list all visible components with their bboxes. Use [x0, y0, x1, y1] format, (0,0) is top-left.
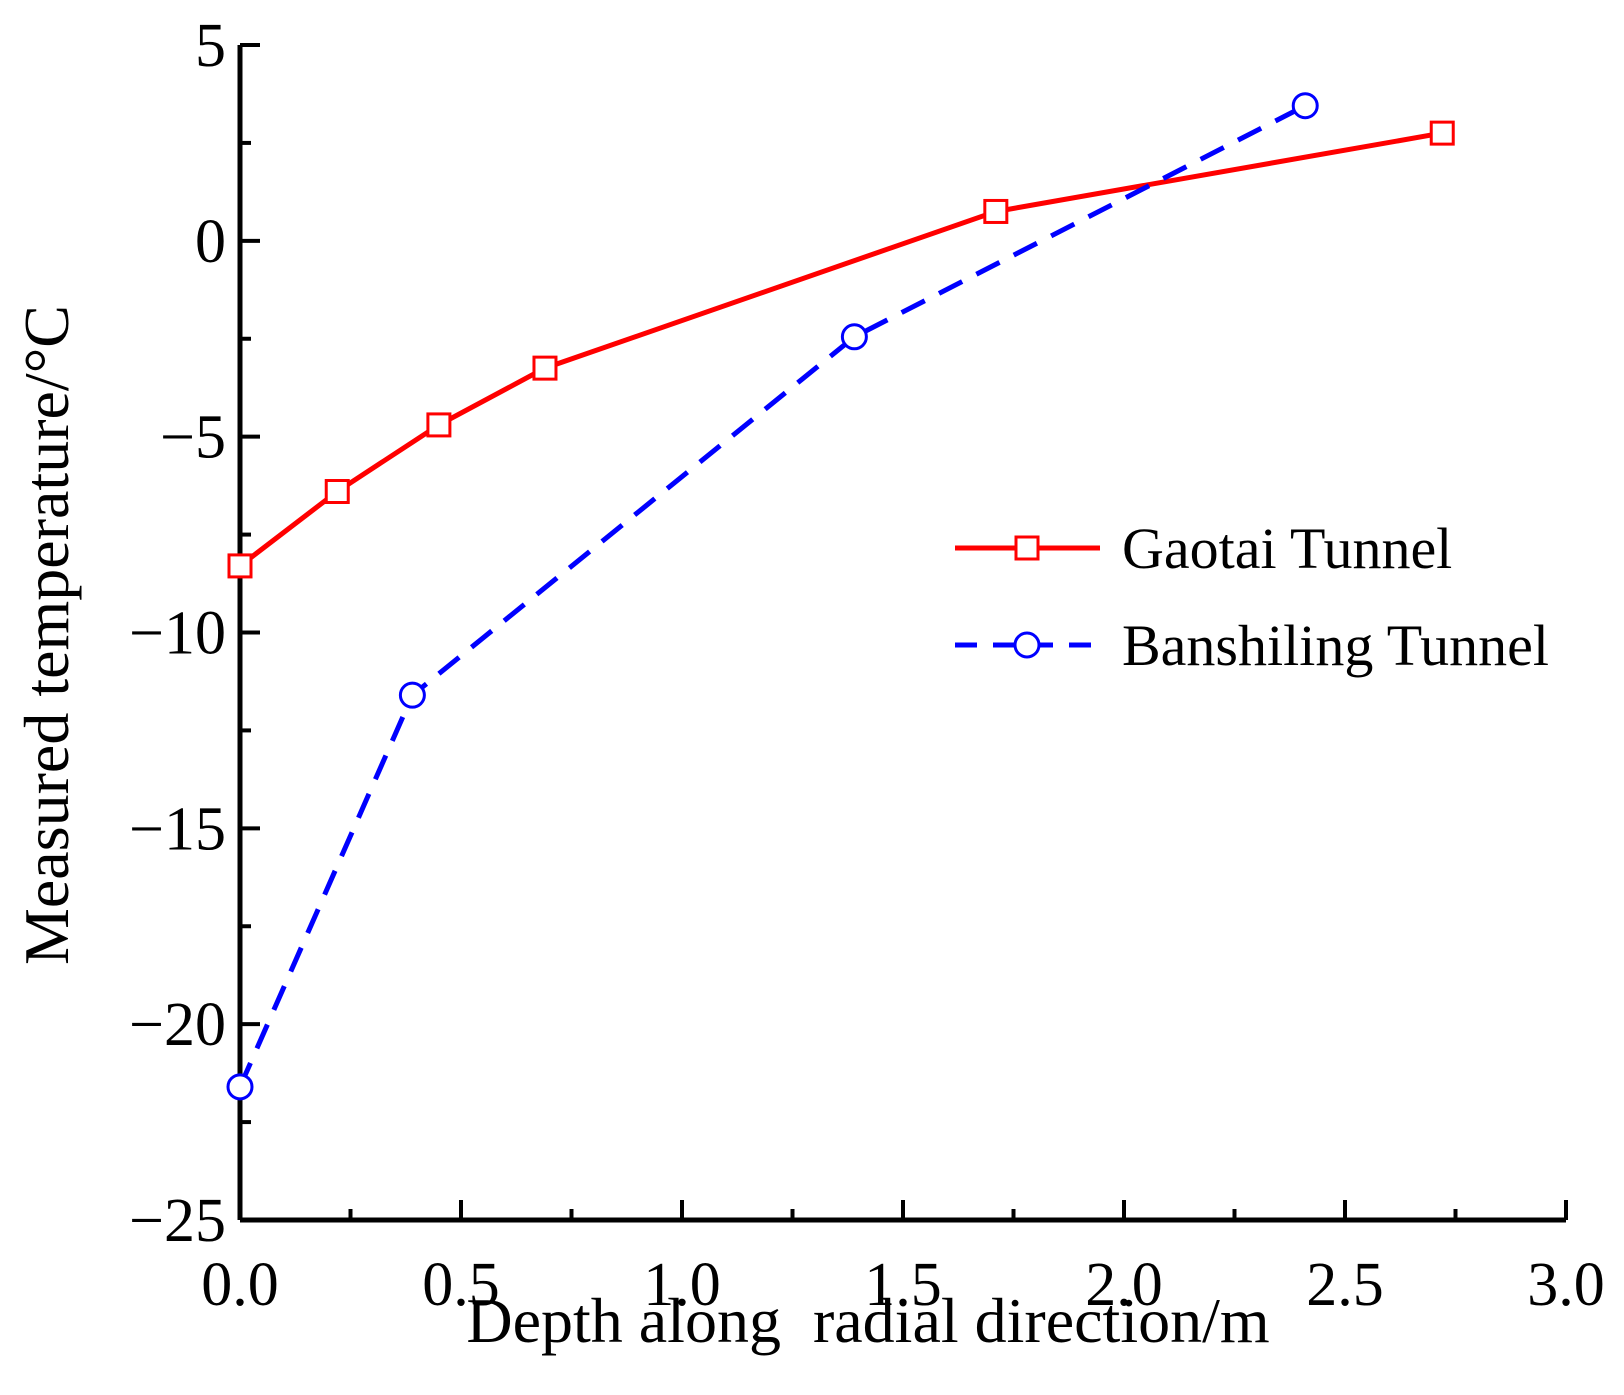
- x-axis-ticks: 0.0 0.5 1.0 1.5 2.0 2.5 3.0: [201, 1200, 1605, 1319]
- banshiling-tunnel-point: [1291, 92, 1319, 120]
- y-tick-label: 0: [195, 208, 226, 276]
- y-tick-label: −10: [129, 600, 226, 668]
- gaotai-tunnel-point: [227, 553, 253, 579]
- gaotai-tunnel-point: [324, 479, 350, 504]
- plot-area: [226, 92, 1455, 1101]
- banshiling-tunnel-point: [840, 323, 868, 351]
- y-axis-ticks: −25 −20 −15 −10 −5 0 5: [129, 12, 260, 1255]
- banshiling-tunnel-line: [237, 103, 1307, 1088]
- x-tick-label: 0.5: [422, 1251, 500, 1319]
- legend-gaotai-tunnel-label: Gaotai Tunnel: [1122, 516, 1452, 581]
- x-tick-label: 1.5: [864, 1251, 942, 1319]
- banshiling-tunnel-point: [398, 681, 426, 709]
- legend-banshiling-tunnel-marker: [1013, 631, 1041, 659]
- x-tick-label: 2.0: [1085, 1251, 1163, 1319]
- x-tick-label: 0.0: [201, 1251, 279, 1319]
- gaotai-tunnel-point: [532, 355, 558, 381]
- legend-banshiling-tunnel-label: Banshiling Tunnel: [1122, 613, 1549, 678]
- legend: Gaotai Tunnel Banshiling Tunnel: [955, 516, 1549, 678]
- gaotai-tunnel-point: [983, 198, 1009, 224]
- x-tick-label: 2.5: [1306, 1251, 1384, 1319]
- legend-gaotai-tunnel-marker: [1014, 535, 1040, 561]
- x-axis-label: Depth along radial direction/m: [466, 1285, 1269, 1356]
- y-tick-label: −25: [129, 1187, 226, 1255]
- y-tick-label: −15: [129, 795, 226, 863]
- x-tick-label: 1.0: [643, 1251, 721, 1319]
- y-tick-label: −5: [160, 404, 226, 472]
- x-tick-label: 3.0: [1527, 1251, 1605, 1319]
- y-tick-label: 5: [195, 12, 226, 80]
- gaotai-tunnel-line: [238, 130, 1443, 568]
- y-tick-label: −20: [129, 991, 226, 1059]
- gaotai-tunnel-point: [1429, 120, 1455, 146]
- gaotai-tunnel-point: [426, 412, 452, 438]
- y-axis-label: Measured temperature/°C: [11, 305, 82, 965]
- banshiling-tunnel-point: [226, 1073, 254, 1101]
